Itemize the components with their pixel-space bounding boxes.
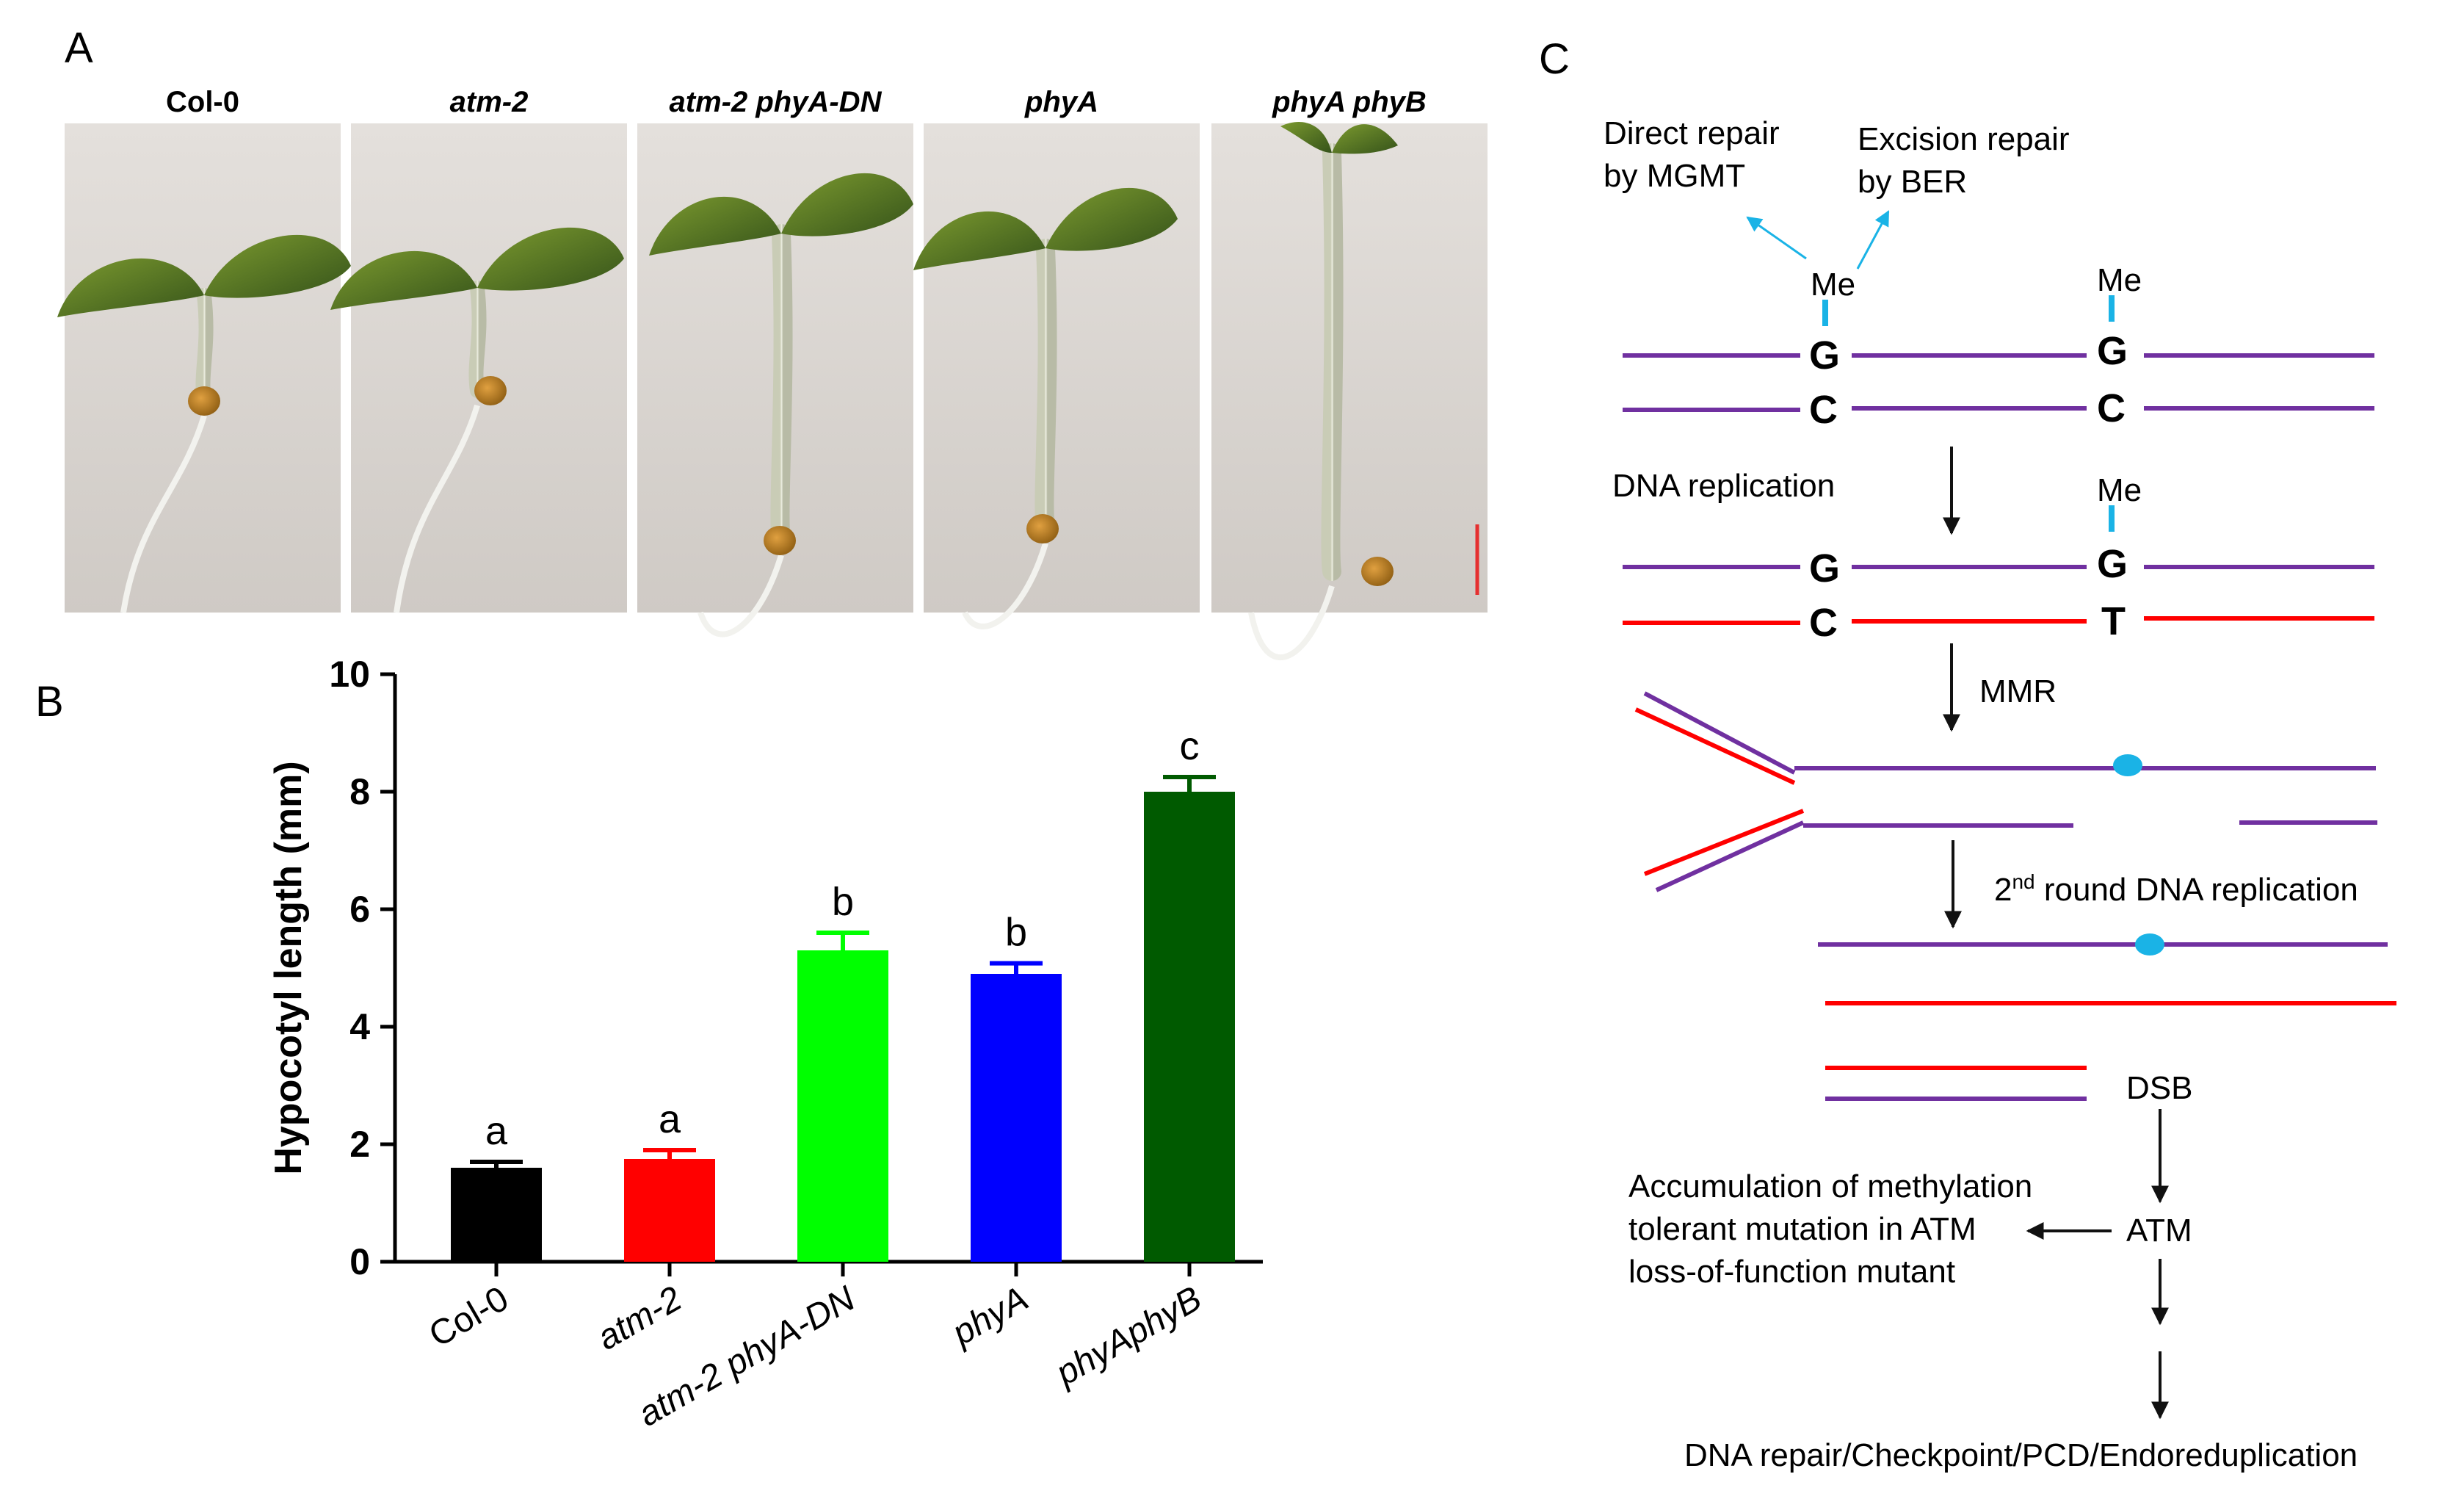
methyl-adduct [2135, 933, 2164, 956]
seed-coat [1026, 514, 1059, 543]
panel-b-label: B [35, 678, 64, 726]
excision-repair-arrow [1856, 210, 1890, 270]
seedling-label: Col-0 [166, 86, 239, 118]
y-tick-label: 0 [349, 1241, 370, 1282]
seedling-photo [330, 123, 627, 613]
y-tick-label: 2 [349, 1124, 370, 1165]
methyl-bond [2109, 295, 2115, 322]
panel-b: B 0 2 4 6 8 10 Hypocotyl length (mm) a Col-0 a atm… [35, 654, 1263, 1434]
seedling-label: atm-2 phyA-DN [670, 86, 883, 118]
panel-a-label: A [65, 24, 93, 72]
mmr-text: MMR [1979, 673, 2057, 709]
x-tick-label: atm-2 [591, 1279, 689, 1358]
y-tick-label: 8 [349, 771, 370, 812]
seedling-label: phyA phyB [1272, 86, 1427, 118]
seed-coat [764, 526, 796, 555]
new-dna-strand [1643, 809, 1805, 876]
methyl-adduct [2113, 754, 2142, 776]
cotyledon [477, 227, 624, 291]
significance-label: a [659, 1097, 681, 1141]
cotyledon [204, 234, 351, 298]
cotyledon [913, 211, 1046, 270]
root [1248, 585, 1335, 661]
significance-label: b [1005, 911, 1027, 955]
dna-replication-text: DNA replication [1612, 468, 1835, 504]
direct-repair-text: Direct repair by MGMT [1604, 115, 1789, 194]
y-tick-label: 4 [349, 1006, 370, 1047]
seed-coat [474, 376, 507, 405]
base-g: G [2097, 329, 2128, 373]
cotyledon [1280, 122, 1332, 153]
dna-strand [1655, 820, 1805, 892]
significance-label: c [1180, 724, 1200, 768]
seedling-photos: Col-0 atm-2 atm-2 phyA-DN phyA phyA phyB [57, 86, 1488, 661]
methyl-label: Me [2097, 262, 2142, 298]
seedling-photo [913, 123, 1200, 629]
significance-label: b [832, 880, 854, 924]
root [697, 554, 784, 637]
x-tick-label: Col-0 [423, 1279, 515, 1355]
bar [971, 974, 1062, 1262]
seed-coat [188, 386, 220, 416]
bar [624, 1159, 715, 1262]
base-g: G [2097, 542, 2128, 586]
base-g: G [1809, 546, 1840, 590]
accumulation-text: Accumulation of methylation tolerant mut… [1628, 1168, 2042, 1290]
base-c: C [2097, 386, 2126, 430]
y-tick-label: 6 [349, 889, 370, 930]
seedling-photo [57, 123, 351, 613]
atm-text: ATM [2126, 1213, 2192, 1249]
photo-background [351, 123, 627, 613]
hypocotyl [1034, 239, 1057, 538]
significance-label: a [485, 1109, 508, 1153]
cotyledon [1332, 124, 1398, 154]
hypocotyl [468, 281, 487, 398]
panel-c: C Direct repair by MGMT Excision repair … [1539, 35, 2396, 1473]
seedling-photo [637, 123, 913, 637]
root [394, 404, 480, 613]
root [962, 542, 1048, 629]
bar [1144, 792, 1235, 1262]
seed-coat [1361, 557, 1394, 586]
base-g: G [1809, 333, 1840, 378]
second-round-text: 2nd round DNA replication [1994, 870, 2358, 908]
bar [451, 1168, 542, 1262]
seedling-label: phyA [1024, 86, 1098, 118]
cotyledon [1046, 187, 1178, 251]
hypocotyl [770, 224, 793, 550]
x-tick-label: phyA [945, 1279, 1035, 1354]
seedling-photo [1211, 122, 1488, 661]
direct-repair-arrow [1746, 216, 1807, 260]
hypocotyl [195, 288, 214, 408]
base-c: C [1809, 601, 1838, 645]
panel-c-label: C [1539, 35, 1570, 83]
cotyledon [781, 173, 913, 236]
methyl-bond [1822, 300, 1828, 326]
methyl-label: Me [2097, 472, 2142, 508]
bar-chart: 0 2 4 6 8 10 Hypocotyl length (mm) a Col-0 a atm-2… [267, 654, 1263, 1434]
seedling-label: atm-2 [450, 86, 529, 118]
cotyledon [649, 196, 781, 256]
cotyledon [57, 258, 204, 317]
photo-background [1211, 123, 1488, 613]
cotyledon [330, 250, 477, 310]
panel-a: A Col-0 atm-2 atm-2 phyA-DN phyA phyA phyB [57, 24, 1488, 661]
y-axis-label: Hypocotyl length (mm) [267, 761, 310, 1174]
dna-strand [1643, 691, 1796, 775]
x-tick-label: phyAphyB [1048, 1279, 1209, 1394]
base-c: C [1809, 388, 1838, 432]
y-tick-label: 10 [329, 654, 370, 695]
excision-repair-text: Excision repair by BER [1858, 121, 2079, 200]
base-t: T [2101, 599, 2126, 643]
new-dna-strand [1634, 707, 1796, 785]
hypocotyl [1321, 143, 1344, 581]
bar [797, 950, 888, 1262]
outcome-text: DNA repair/Checkpoint/PCD/Endoreduplicat… [1684, 1437, 2358, 1473]
methyl-label: Me [1811, 267, 1855, 303]
dsb-text: DSB [2126, 1070, 2192, 1106]
root [120, 414, 207, 613]
methyl-bond [2109, 505, 2115, 532]
